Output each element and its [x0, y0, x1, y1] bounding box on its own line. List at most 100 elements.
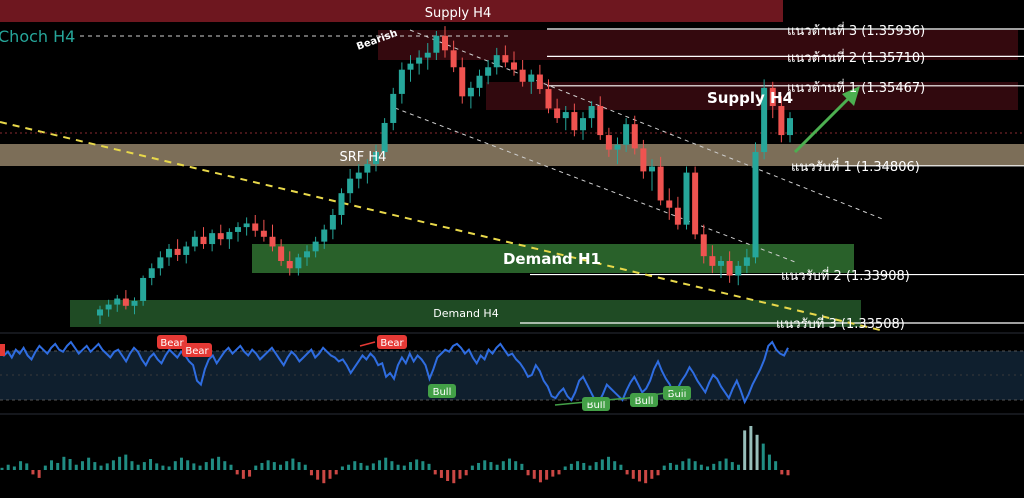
histogram-bar — [217, 456, 221, 470]
candle-body — [571, 112, 578, 131]
supply-h4-zone-top — [0, 0, 783, 22]
histogram-bar — [68, 459, 72, 470]
rsi-edge-bear-badge — [0, 344, 5, 356]
candle-body — [743, 257, 750, 266]
candle-body — [183, 246, 190, 255]
histogram-bar — [755, 434, 759, 470]
histogram-bar — [198, 465, 202, 470]
histogram-bar — [353, 461, 357, 470]
candle-body — [700, 234, 707, 257]
candle-body — [467, 87, 474, 97]
histogram-bar — [600, 459, 604, 470]
candle-body — [605, 135, 612, 150]
histogram-bar — [613, 461, 617, 470]
histogram-bar — [80, 461, 84, 470]
histogram-bar — [557, 470, 561, 475]
candle-body — [235, 227, 241, 232]
candle-body — [373, 152, 379, 165]
histogram-bar — [56, 462, 60, 470]
histogram-bar — [173, 461, 177, 470]
candle-body — [735, 265, 742, 276]
histogram-bar — [569, 463, 573, 470]
candle-body — [511, 62, 517, 70]
green-arrow-shaft — [793, 93, 854, 154]
histogram-bar — [786, 470, 790, 476]
histogram-bar — [520, 463, 524, 470]
rsi-signal-badge-bear — [182, 343, 212, 357]
histogram-bar — [631, 470, 635, 479]
rsi-signal-label: Bull — [635, 396, 654, 407]
candle-body — [761, 87, 768, 153]
rsi-signal-label: Bear — [185, 346, 209, 357]
candle-body — [252, 223, 259, 231]
histogram-bar — [303, 464, 307, 470]
candle-body — [416, 57, 423, 64]
rsi-signal-label: Bear — [380, 338, 404, 349]
histogram-bar — [161, 465, 165, 470]
histogram-bar — [619, 464, 623, 470]
candle-body — [562, 112, 569, 119]
upper-resistance-zone — [378, 30, 1018, 60]
candle-body — [640, 148, 647, 172]
candle-body — [657, 166, 664, 201]
histogram-bar — [99, 465, 103, 470]
histogram-bar — [507, 458, 511, 470]
candle-body — [519, 69, 526, 82]
histogram-bar — [551, 470, 555, 477]
candle-body — [718, 261, 724, 266]
histogram-bar — [588, 465, 592, 470]
candle-body — [226, 231, 233, 240]
candle-body — [442, 35, 448, 51]
histogram-bar — [730, 462, 734, 470]
candle-body — [614, 144, 621, 150]
supply-h4-right-label: Supply H4 — [707, 89, 793, 107]
candle-body — [631, 124, 638, 149]
histogram-bar — [111, 460, 115, 470]
histogram-bar — [514, 461, 518, 470]
candle-body — [269, 236, 276, 247]
candle-body — [166, 248, 172, 258]
histogram-bar — [167, 466, 171, 470]
histogram-bar — [687, 458, 691, 470]
histogram-bar — [668, 462, 672, 470]
candle-body — [424, 52, 431, 58]
histogram-bar — [489, 462, 493, 470]
candle-body — [398, 69, 405, 94]
histogram-bar — [328, 470, 332, 479]
histogram-bar — [767, 454, 771, 470]
histogram-bar — [625, 470, 629, 475]
candle-body — [286, 261, 293, 269]
histogram-bar — [699, 464, 703, 470]
histogram-bar — [19, 461, 23, 470]
main-price-panel: Supply H4 Supply H4 SRF H4 Demand H1 Demand … — [0, 0, 1024, 332]
candle-body — [459, 67, 466, 97]
histogram-bar — [650, 470, 654, 479]
histogram-bar — [241, 470, 245, 479]
histogram-bar — [402, 465, 406, 470]
candle-body — [450, 50, 457, 68]
candle-body — [114, 298, 121, 305]
histogram-bar — [365, 465, 369, 470]
candle-body — [597, 106, 604, 136]
candle-body — [666, 200, 673, 208]
histogram-bar — [576, 461, 580, 470]
candle-body — [105, 304, 112, 310]
candle-body — [683, 172, 690, 225]
histogram-bar — [718, 461, 722, 470]
rsi-signal-label: Bull — [587, 400, 606, 411]
candle-body — [364, 164, 371, 173]
candle-body — [778, 106, 785, 136]
histogram-bar — [582, 462, 586, 470]
histogram-bar — [50, 460, 54, 470]
histogram-bar — [359, 462, 363, 470]
histogram-bar — [483, 460, 487, 470]
candle-body — [390, 93, 397, 123]
histogram-bar — [458, 470, 462, 479]
histogram-bar — [155, 463, 159, 470]
candle-body — [476, 75, 483, 88]
level-label-1: แนวต้านที่ 3 (1.35936) — [787, 22, 925, 39]
histogram-bar — [607, 456, 611, 470]
candle-body — [588, 106, 595, 119]
histogram-bar — [390, 461, 394, 470]
